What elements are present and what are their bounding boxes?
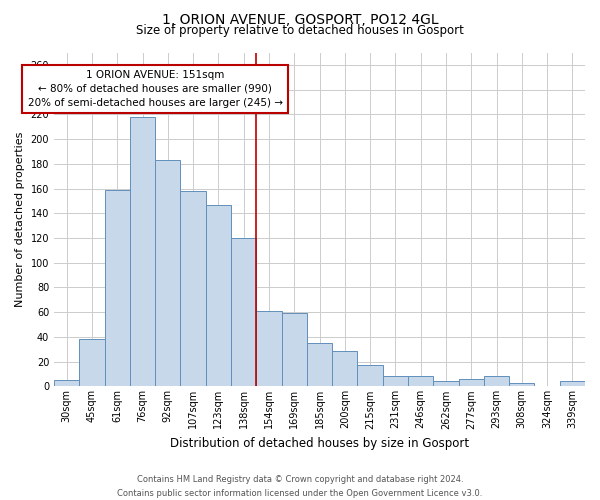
Bar (79, 340, 104, 386)
X-axis label: Distribution of detached houses by size in Gosport: Distribution of detached houses by size … (170, 437, 469, 450)
Bar (307, 343, 332, 386)
Text: 1, ORION AVENUE, GOSPORT, PO12 4GL: 1, ORION AVENUE, GOSPORT, PO12 4GL (161, 12, 439, 26)
Text: Size of property relative to detached houses in Gosport: Size of property relative to detached ho… (136, 24, 464, 37)
Bar (458, 379, 484, 386)
Bar (130, 117, 155, 386)
Bar (408, 376, 433, 386)
Bar (484, 376, 509, 386)
Bar (281, 314, 307, 386)
Text: 1 ORION AVENUE: 151sqm
← 80% of detached houses are smaller (990)
20% of semi-de: 1 ORION AVENUE: 151sqm ← 80% of detached… (28, 70, 283, 108)
Bar (231, 238, 256, 386)
Bar (358, 366, 383, 386)
Bar (104, 190, 130, 386)
Bar (433, 382, 458, 386)
Bar (256, 311, 281, 386)
Bar (206, 204, 231, 386)
Bar (560, 382, 585, 386)
Bar (383, 376, 408, 386)
Bar (332, 350, 358, 386)
Bar (509, 382, 535, 386)
Bar (54, 380, 79, 386)
Bar (181, 191, 206, 386)
Bar (155, 160, 181, 386)
Y-axis label: Number of detached properties: Number of detached properties (15, 132, 25, 307)
Text: Contains HM Land Registry data © Crown copyright and database right 2024.
Contai: Contains HM Land Registry data © Crown c… (118, 476, 482, 498)
